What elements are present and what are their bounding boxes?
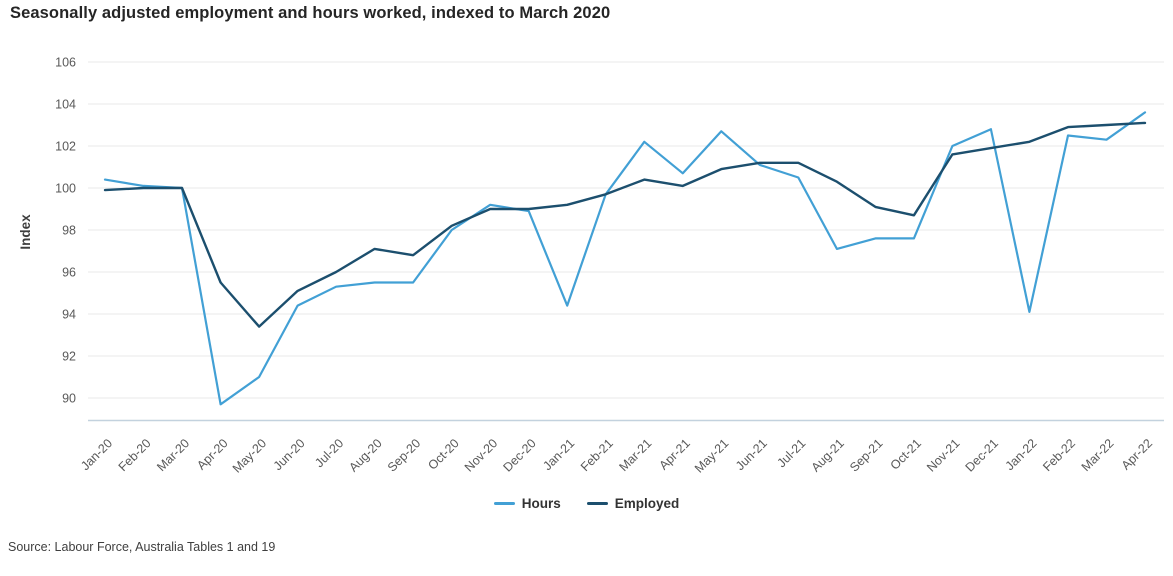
y-tick-label: 104 (55, 98, 76, 112)
y-tick-label: 98 (62, 224, 76, 238)
legend-item-employed: Employed (586, 496, 680, 511)
x-tick-label: Dec-21 (963, 436, 1001, 474)
chart-title: Seasonally adjusted employment and hours… (10, 4, 611, 22)
x-tick-label: Feb-22 (1040, 436, 1078, 474)
chart-legend: Hours Employed (0, 496, 1173, 511)
x-tick-label: Jun-20 (271, 436, 308, 473)
x-tick-label: Jul-21 (774, 436, 808, 470)
legend-item-hours: Hours (493, 496, 561, 511)
x-tick-label: Nov-20 (462, 436, 500, 474)
x-tick-label: Sep-21 (847, 436, 885, 474)
y-tick-label: 92 (62, 350, 76, 364)
x-tick-label: Oct-20 (425, 436, 461, 472)
source-note: Source: Labour Force, Australia Tables 1… (8, 540, 276, 554)
legend-label-employed: Employed (614, 496, 680, 511)
x-tick-label: Jul-20 (312, 436, 346, 470)
x-tick-label: Jan-21 (540, 436, 577, 473)
y-tick-label: 96 (62, 266, 76, 280)
x-tick-label: Feb-21 (578, 436, 616, 474)
x-tick-label: May-21 (692, 436, 731, 475)
x-tick-label: Jun-21 (733, 436, 770, 473)
employed-line-swatch-icon (586, 502, 608, 505)
y-tick-label: 90 (62, 392, 76, 406)
legend-label-hours: Hours (521, 496, 561, 511)
x-tick-label: Apr-20 (194, 436, 230, 472)
x-tick-label: Feb-20 (116, 436, 154, 474)
x-tick-label: Dec-20 (500, 436, 538, 474)
x-tick-label: Apr-21 (656, 436, 692, 472)
x-tick-label: Sep-20 (385, 436, 423, 474)
x-tick-label: Aug-21 (809, 436, 847, 474)
x-tick-label: Mar-20 (154, 436, 192, 474)
hours-line (103, 111, 1147, 406)
y-tick-label: 106 (55, 56, 76, 70)
y-tick-label: 94 (62, 308, 76, 322)
x-tick-label: Oct-21 (888, 436, 924, 472)
x-tick-label: Mar-22 (1079, 436, 1117, 474)
y-tick-label: 100 (55, 182, 76, 196)
hours-line-swatch-icon (493, 502, 515, 505)
x-tick-label: Jan-20 (78, 436, 115, 473)
line-chart: 90 92 94 96 98 100 102 104 106 Jan-20 Feb-20 Mar-20… (18, 56, 1164, 476)
x-tick-label: Apr-22 (1119, 436, 1155, 472)
x-tick-label: Aug-20 (346, 436, 384, 474)
x-tick-label: Nov-21 (924, 436, 962, 474)
x-tick-label: Mar-21 (616, 436, 654, 474)
y-tick-label: 102 (55, 140, 76, 154)
employed-line (103, 121, 1147, 328)
x-tick-label: Jan-22 (1003, 436, 1040, 473)
x-tick-label: May-20 (230, 436, 269, 475)
y-axis-title: Index (18, 214, 33, 250)
